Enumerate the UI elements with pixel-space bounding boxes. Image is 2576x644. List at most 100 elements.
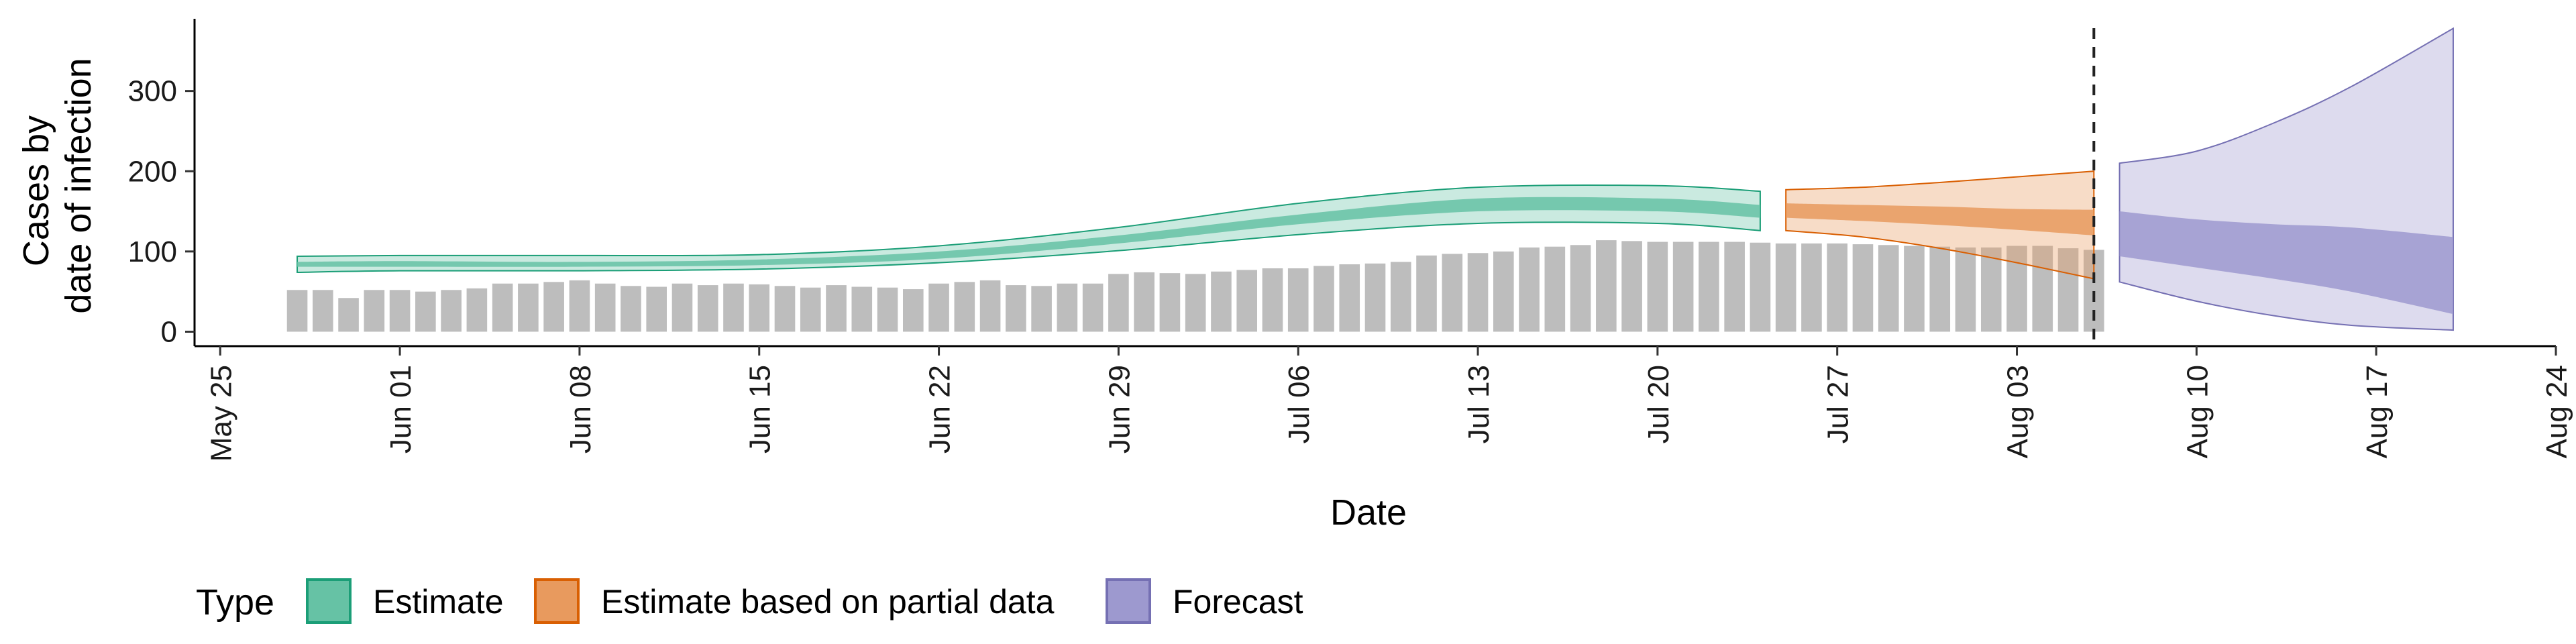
x-tick-label: Jul 06 bbox=[1283, 365, 1316, 443]
reported-cases-bar bbox=[518, 283, 539, 332]
reported-cases-bar bbox=[1955, 247, 1976, 332]
legend-key-1 bbox=[534, 578, 580, 624]
reported-cases-bar bbox=[338, 298, 359, 332]
reported-cases-bar bbox=[543, 282, 564, 332]
y-tick-label: 0 bbox=[161, 315, 177, 348]
legend-key-0 bbox=[306, 578, 352, 624]
reported-cases-bar bbox=[1236, 270, 1257, 332]
x-tick-label: Jul 13 bbox=[1462, 365, 1495, 443]
reported-cases-bar bbox=[1134, 272, 1155, 332]
reported-cases-bar bbox=[1108, 274, 1129, 332]
reported-cases-bar bbox=[1596, 240, 1617, 332]
reported-cases-bar bbox=[1211, 271, 1232, 332]
reported-cases-bar bbox=[877, 287, 898, 332]
reported-cases-bar bbox=[1416, 255, 1437, 332]
reported-cases-bar bbox=[774, 286, 796, 332]
reported-cases-bar bbox=[466, 288, 488, 332]
reported-cases-bar bbox=[594, 283, 616, 332]
x-tick-label: Jul 20 bbox=[1642, 365, 1675, 443]
reported-cases-bar bbox=[1442, 254, 1463, 332]
reported-cases-bar bbox=[954, 282, 975, 332]
band-group-2 bbox=[2118, 27, 2454, 331]
reported-cases-bar bbox=[979, 280, 1001, 332]
x-tick-label: Jun 22 bbox=[924, 365, 957, 453]
estimate-bands bbox=[297, 27, 2454, 331]
y-tick-label: 200 bbox=[128, 155, 177, 188]
reported-cases-bar bbox=[1544, 246, 1566, 332]
reported-cases-bar bbox=[928, 283, 949, 332]
reported-cases-bar bbox=[1852, 244, 1874, 332]
reported-cases-bar bbox=[364, 290, 385, 332]
legend-title: Type bbox=[196, 582, 274, 623]
axes: May 25 Jun 01 Jun 08 Jun 15 Jun 22 Jun 29 Jul … bbox=[128, 19, 2573, 462]
x-tick-label: Aug 24 bbox=[2540, 365, 2573, 458]
reported-cases-bar bbox=[2057, 248, 2079, 332]
reported-cases-bar bbox=[415, 291, 436, 332]
band-group-0 bbox=[297, 184, 1761, 273]
reported-cases-bar bbox=[1570, 245, 1591, 332]
reported-cases-bar bbox=[1390, 262, 1411, 332]
y-tick-label: 300 bbox=[128, 75, 177, 108]
reported-cases-bar bbox=[1313, 266, 1334, 332]
reported-cases-bar bbox=[569, 280, 590, 332]
x-tick-label: Aug 17 bbox=[2361, 365, 2394, 458]
y-axis-ticks: 0 100 200 300 bbox=[128, 75, 195, 348]
reported-cases-bar bbox=[1929, 246, 1951, 332]
x-tick-label: Aug 03 bbox=[2002, 365, 2035, 458]
reported-cases-bar bbox=[800, 287, 821, 332]
reported-cases-bar bbox=[646, 286, 667, 332]
legend: Type Estimate Estimate based on partial d… bbox=[196, 578, 1303, 624]
x-tick-label: Jun 29 bbox=[1103, 365, 1136, 453]
reported-cases-bar bbox=[2032, 246, 2053, 332]
reported-cases-bar bbox=[389, 290, 411, 332]
x-axis-title: Date bbox=[1330, 492, 1407, 533]
reported-cases-bar bbox=[441, 290, 462, 332]
reported-cases-bar bbox=[492, 283, 513, 332]
reported-cases-bar bbox=[672, 283, 693, 332]
y-axis-title-line-2: date of infection bbox=[58, 58, 99, 313]
reported-cases-bar bbox=[1724, 241, 1745, 332]
reported-cases-bar bbox=[1031, 286, 1052, 332]
x-tick-label: Aug 10 bbox=[2181, 365, 2214, 458]
legend-key-2 bbox=[1106, 578, 1151, 624]
reported-cases-bar bbox=[1878, 245, 1899, 332]
reported-cases-bar bbox=[1057, 283, 1078, 332]
reported-cases-bar bbox=[851, 286, 873, 332]
reported-cases-bar bbox=[2006, 246, 2027, 332]
y-axis-title: Cases by date of infection bbox=[16, 58, 99, 313]
reported-cases-bar bbox=[903, 289, 924, 332]
x-tick-label: May 25 bbox=[205, 365, 237, 462]
reported-cases-bar bbox=[1775, 243, 1796, 332]
legend-label-2: Forecast bbox=[1173, 583, 1303, 621]
reported-cases-bar bbox=[1672, 241, 1694, 332]
reported-cases-bar bbox=[1262, 268, 1283, 332]
x-tick-label: Jun 15 bbox=[744, 365, 777, 453]
reported-cases-bar bbox=[313, 290, 333, 332]
reported-cases-bar bbox=[723, 283, 744, 332]
x-tick-label: Jun 01 bbox=[384, 365, 417, 453]
reported-cases-bar bbox=[621, 286, 641, 332]
reported-cases-bar bbox=[1980, 247, 2002, 332]
reported-cases-bar bbox=[1287, 268, 1309, 332]
reported-cases-bar bbox=[1647, 241, 1668, 332]
y-tick-label: 100 bbox=[128, 235, 177, 268]
reported-cases-bar bbox=[826, 285, 847, 332]
x-tick-label: Jul 27 bbox=[1822, 365, 1855, 443]
legend-label-0: Estimate bbox=[373, 583, 504, 621]
reported-cases-bar bbox=[697, 285, 718, 332]
reported-cases-bar bbox=[1467, 253, 1489, 332]
legend-label-1: Estimate based on partial data bbox=[601, 583, 1055, 621]
reported-cases-bars bbox=[286, 240, 2104, 332]
reported-cases-bar bbox=[749, 284, 770, 332]
reported-cases-bar bbox=[1364, 263, 1386, 332]
reported-cases-bar bbox=[1621, 241, 1642, 332]
reported-cases-bar bbox=[1185, 274, 1206, 332]
reported-cases-bar bbox=[1159, 273, 1181, 332]
reported-cases-bar bbox=[1082, 283, 1104, 332]
reported-cases-bar bbox=[1827, 243, 1847, 332]
reported-cases-bar bbox=[1699, 241, 1719, 332]
band-50 bbox=[2119, 211, 2453, 315]
reported-cases-bar bbox=[1801, 243, 1822, 332]
